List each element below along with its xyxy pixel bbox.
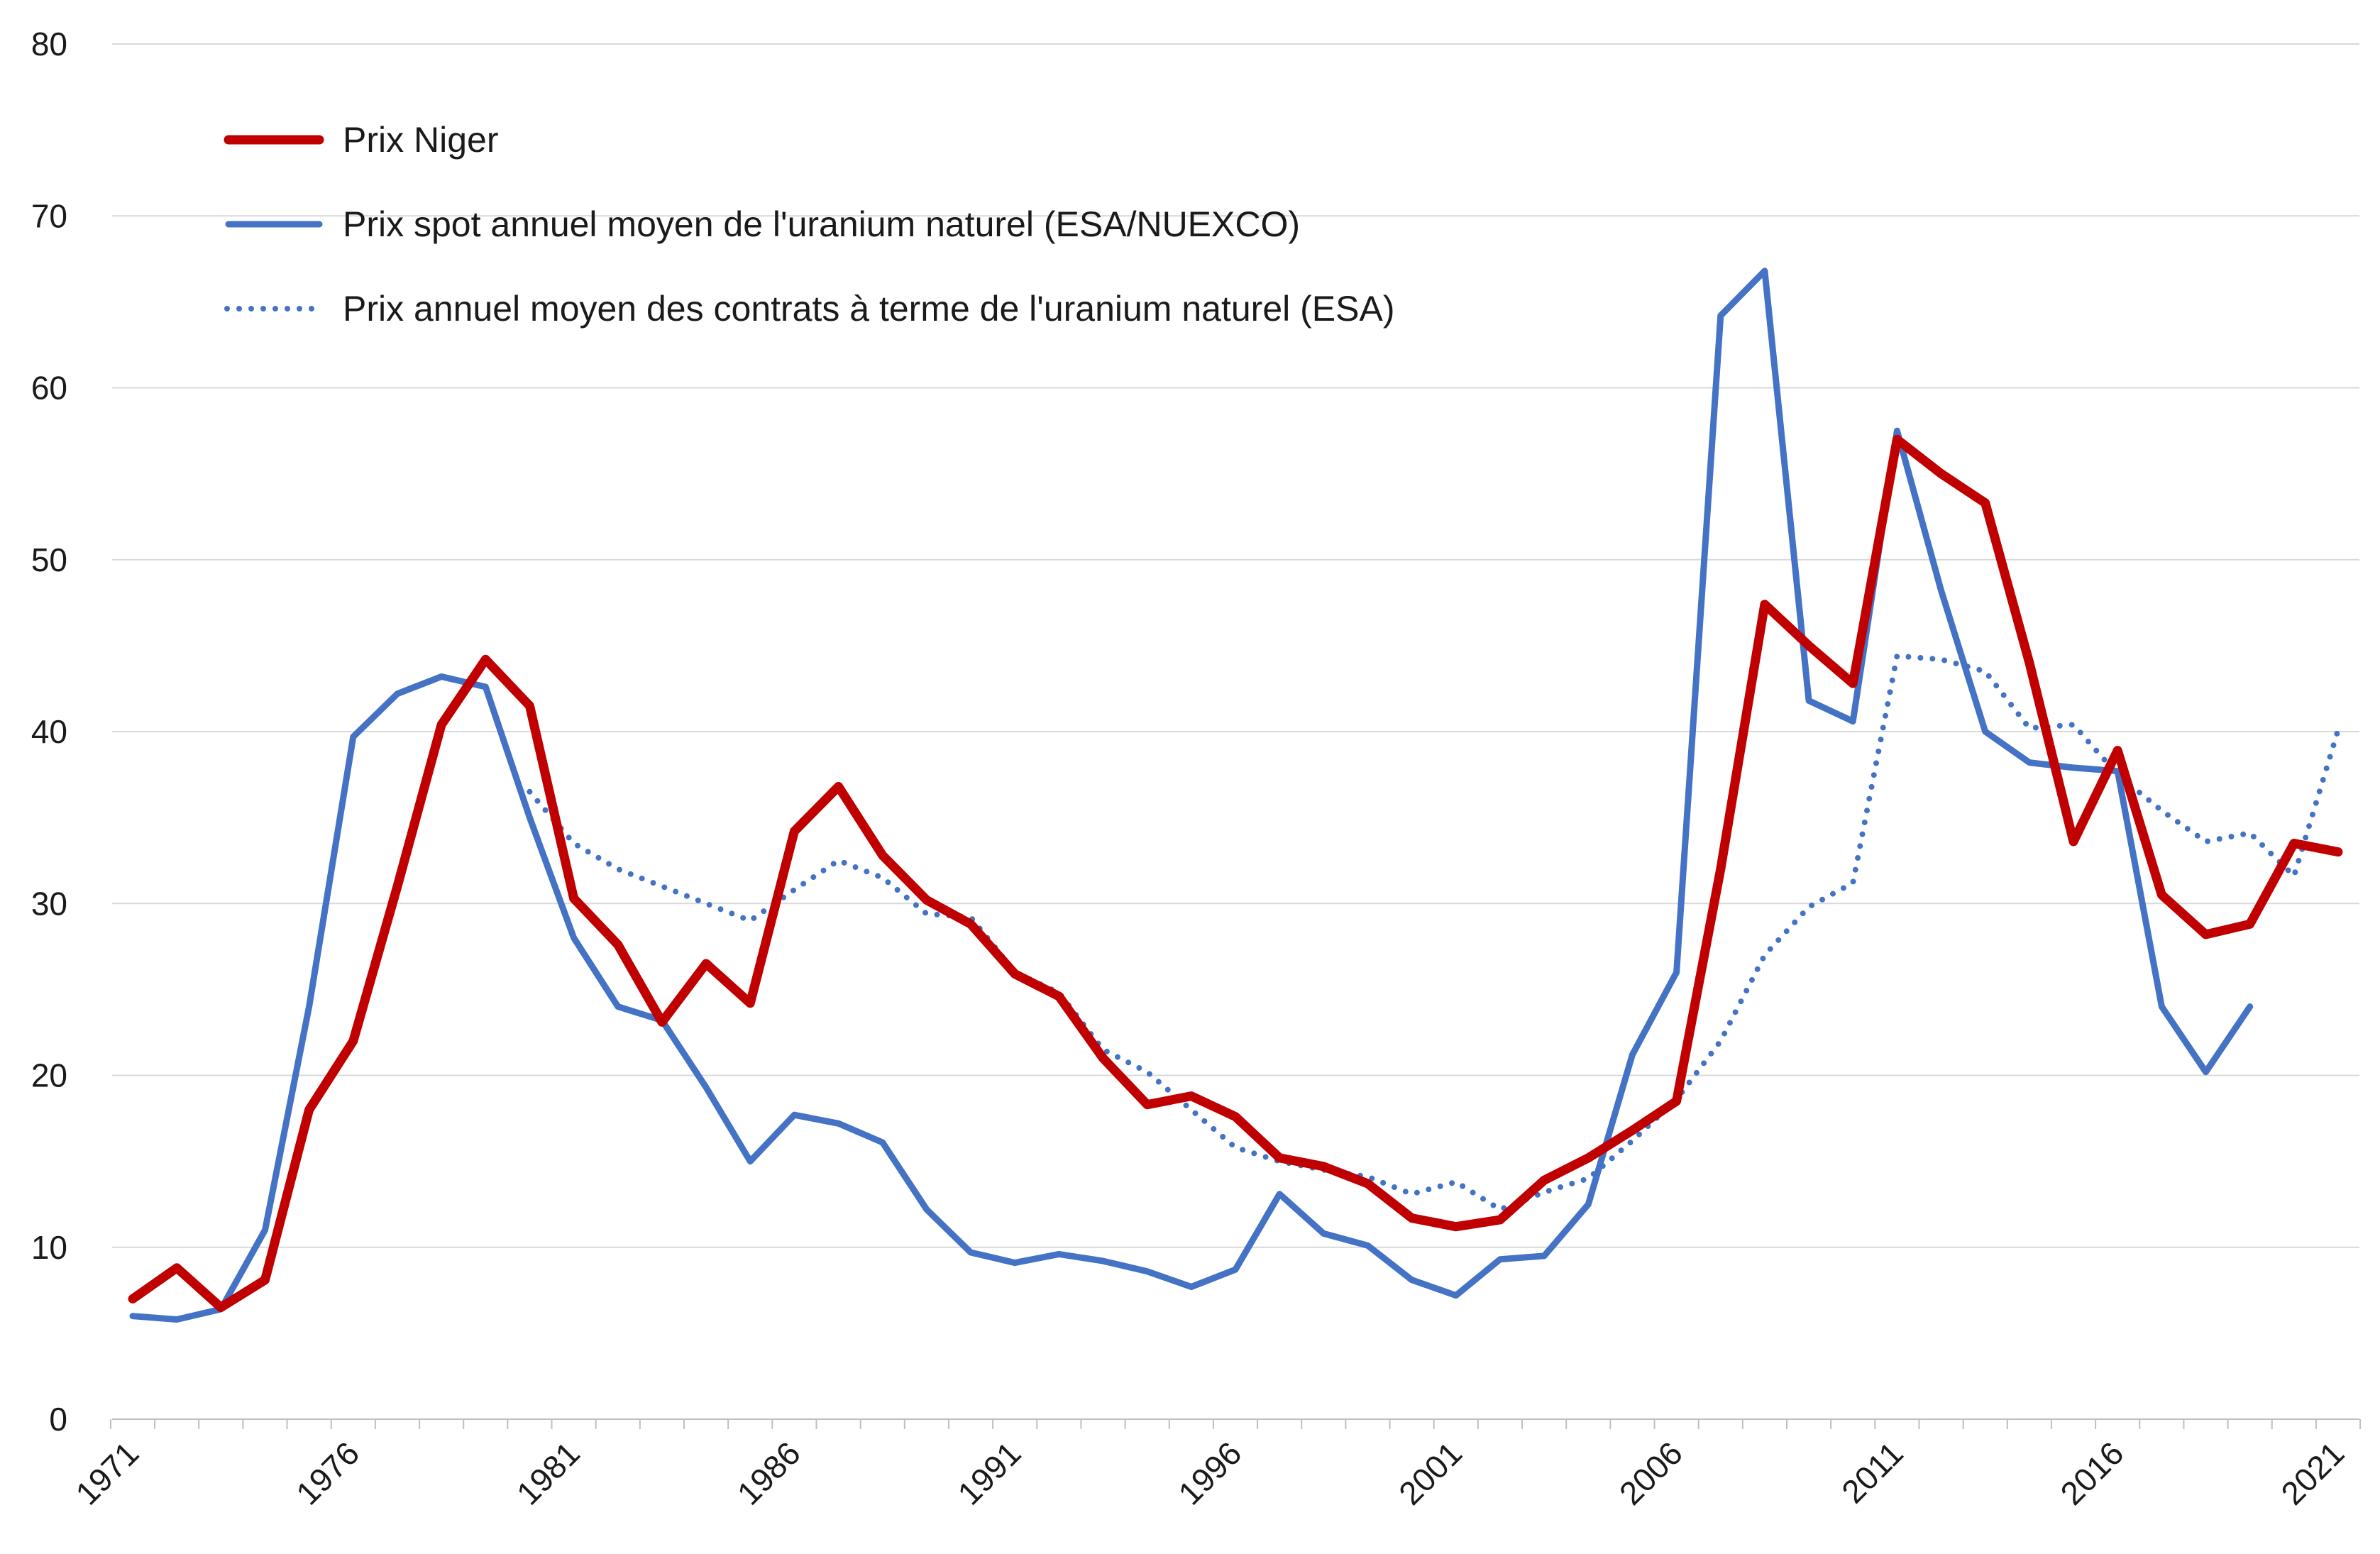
y-tick-label: 80 (31, 26, 67, 62)
legend-label-1: Prix Niger (343, 120, 498, 160)
x-tick-label: 2011 (1834, 1435, 1910, 1511)
x-tick-label: 2006 (1612, 1435, 1690, 1512)
x-tick-label: 1971 (68, 1435, 145, 1512)
y-tick-label: 20 (31, 1057, 67, 1094)
legend-label-3: Prix annuel moyen des contrats à terme d… (343, 289, 1394, 329)
series-line-2 (129, 268, 2254, 1323)
x-tick-label: 1976 (289, 1435, 366, 1512)
gridlines (112, 43, 2359, 1248)
y-tick-label: 40 (31, 713, 67, 750)
legend: Prix Niger Prix spot annuel moyen de l'ur… (224, 120, 1394, 329)
y-tick-label: 0 (49, 1401, 67, 1438)
x-tick-label: 2021 (2274, 1435, 2351, 1512)
x-tick-label: 1996 (1171, 1435, 1248, 1512)
series-line-3 (527, 653, 2341, 1213)
y-axis-ticks: 0 10 20 30 40 50 60 70 80 (31, 26, 67, 1438)
series-layer (128, 268, 2343, 1323)
x-tick-label: 1981 (509, 1435, 587, 1512)
x-axis: 1971 1976 1981 1986 1991 1996 2001 2006 2011 2016… (68, 1418, 2362, 1512)
y-tick-label: 50 (31, 541, 67, 578)
y-tick-label: 30 (31, 885, 67, 922)
x-tick-label: 2016 (2053, 1435, 2130, 1512)
x-tick-label: 2001 (1392, 1435, 1469, 1512)
series-line-1 (128, 434, 2343, 1312)
x-tick-label: 1991 (950, 1435, 1028, 1512)
legend-label-2: Prix spot annuel moyen de l'uranium natu… (343, 204, 1300, 244)
y-tick-label: 60 (31, 370, 67, 407)
y-tick-label: 70 (31, 197, 67, 234)
y-tick-label: 10 (31, 1229, 67, 1266)
x-tick-label: 1986 (730, 1435, 808, 1512)
